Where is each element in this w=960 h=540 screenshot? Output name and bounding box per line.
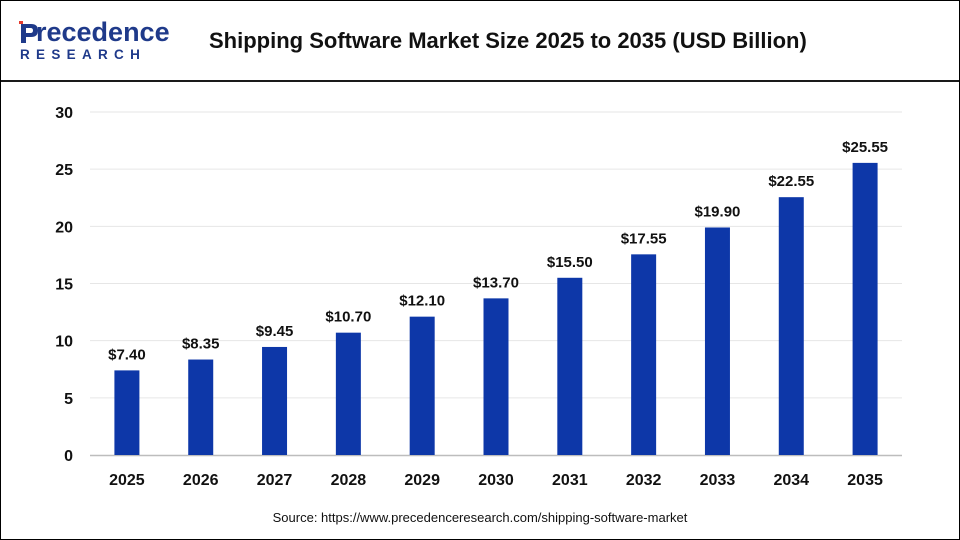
header: recedence RESEARCH Shipping Software Mar…: [1, 1, 959, 79]
y-tick-label: 20: [55, 219, 73, 236]
y-tick-label: 15: [55, 277, 73, 294]
bar-value-label: $19.90: [695, 203, 741, 220]
x-tick-label: 2027: [257, 472, 293, 489]
bar-value-label: $22.55: [768, 173, 814, 190]
bar: [483, 298, 509, 455]
x-tick-label: 2035: [847, 472, 883, 489]
x-tick-label: 2031: [552, 472, 588, 489]
chart-title: Shipping Software Market Size 2025 to 20…: [209, 28, 807, 53]
x-tick-label: 2026: [183, 472, 219, 489]
x-tick-label: 2028: [331, 472, 367, 489]
bar: [557, 277, 583, 455]
header-divider: [1, 80, 959, 82]
bar-value-label: $10.70: [325, 309, 371, 326]
bar-value-label: $17.55: [621, 230, 667, 247]
bar: [188, 359, 214, 455]
bar: [778, 197, 804, 455]
bar: [262, 346, 288, 455]
x-tick-label: 2034: [773, 472, 809, 489]
y-tick-label: 10: [55, 334, 73, 351]
precedence-research-logo: recedence RESEARCH: [19, 17, 170, 67]
x-tick-label: 2029: [404, 472, 440, 489]
bar-value-label: $25.55: [842, 139, 888, 156]
bar-value-label: $9.45: [256, 323, 294, 340]
y-tick-label: 30: [55, 105, 73, 122]
x-tick-label: 2032: [626, 472, 662, 489]
y-tick-label: 25: [55, 162, 73, 179]
x-tick-label: 2025: [109, 472, 145, 489]
logo-subtitle: RESEARCH: [20, 47, 147, 62]
logo-wordmark: recedence: [36, 17, 170, 47]
logo-p-icon: [19, 21, 38, 43]
bar-value-label: $8.35: [182, 336, 220, 353]
bar: [114, 370, 140, 455]
bar-value-label: $13.70: [473, 274, 519, 291]
bar-value-label: $7.40: [108, 346, 146, 363]
bar: [335, 332, 361, 455]
x-tick-label: 2030: [478, 472, 514, 489]
bar: [852, 162, 878, 455]
bar: [409, 316, 435, 455]
x-tick-label: 2033: [700, 472, 736, 489]
y-tick-label: 0: [64, 448, 73, 465]
bar-value-label: $15.50: [547, 254, 593, 271]
bar: [631, 254, 657, 455]
bar: [704, 227, 730, 455]
source-note: Source: https://www.precedenceresearch.c…: [272, 510, 688, 525]
bar-value-label: $12.10: [399, 293, 445, 310]
y-tick-label: 5: [64, 391, 73, 408]
